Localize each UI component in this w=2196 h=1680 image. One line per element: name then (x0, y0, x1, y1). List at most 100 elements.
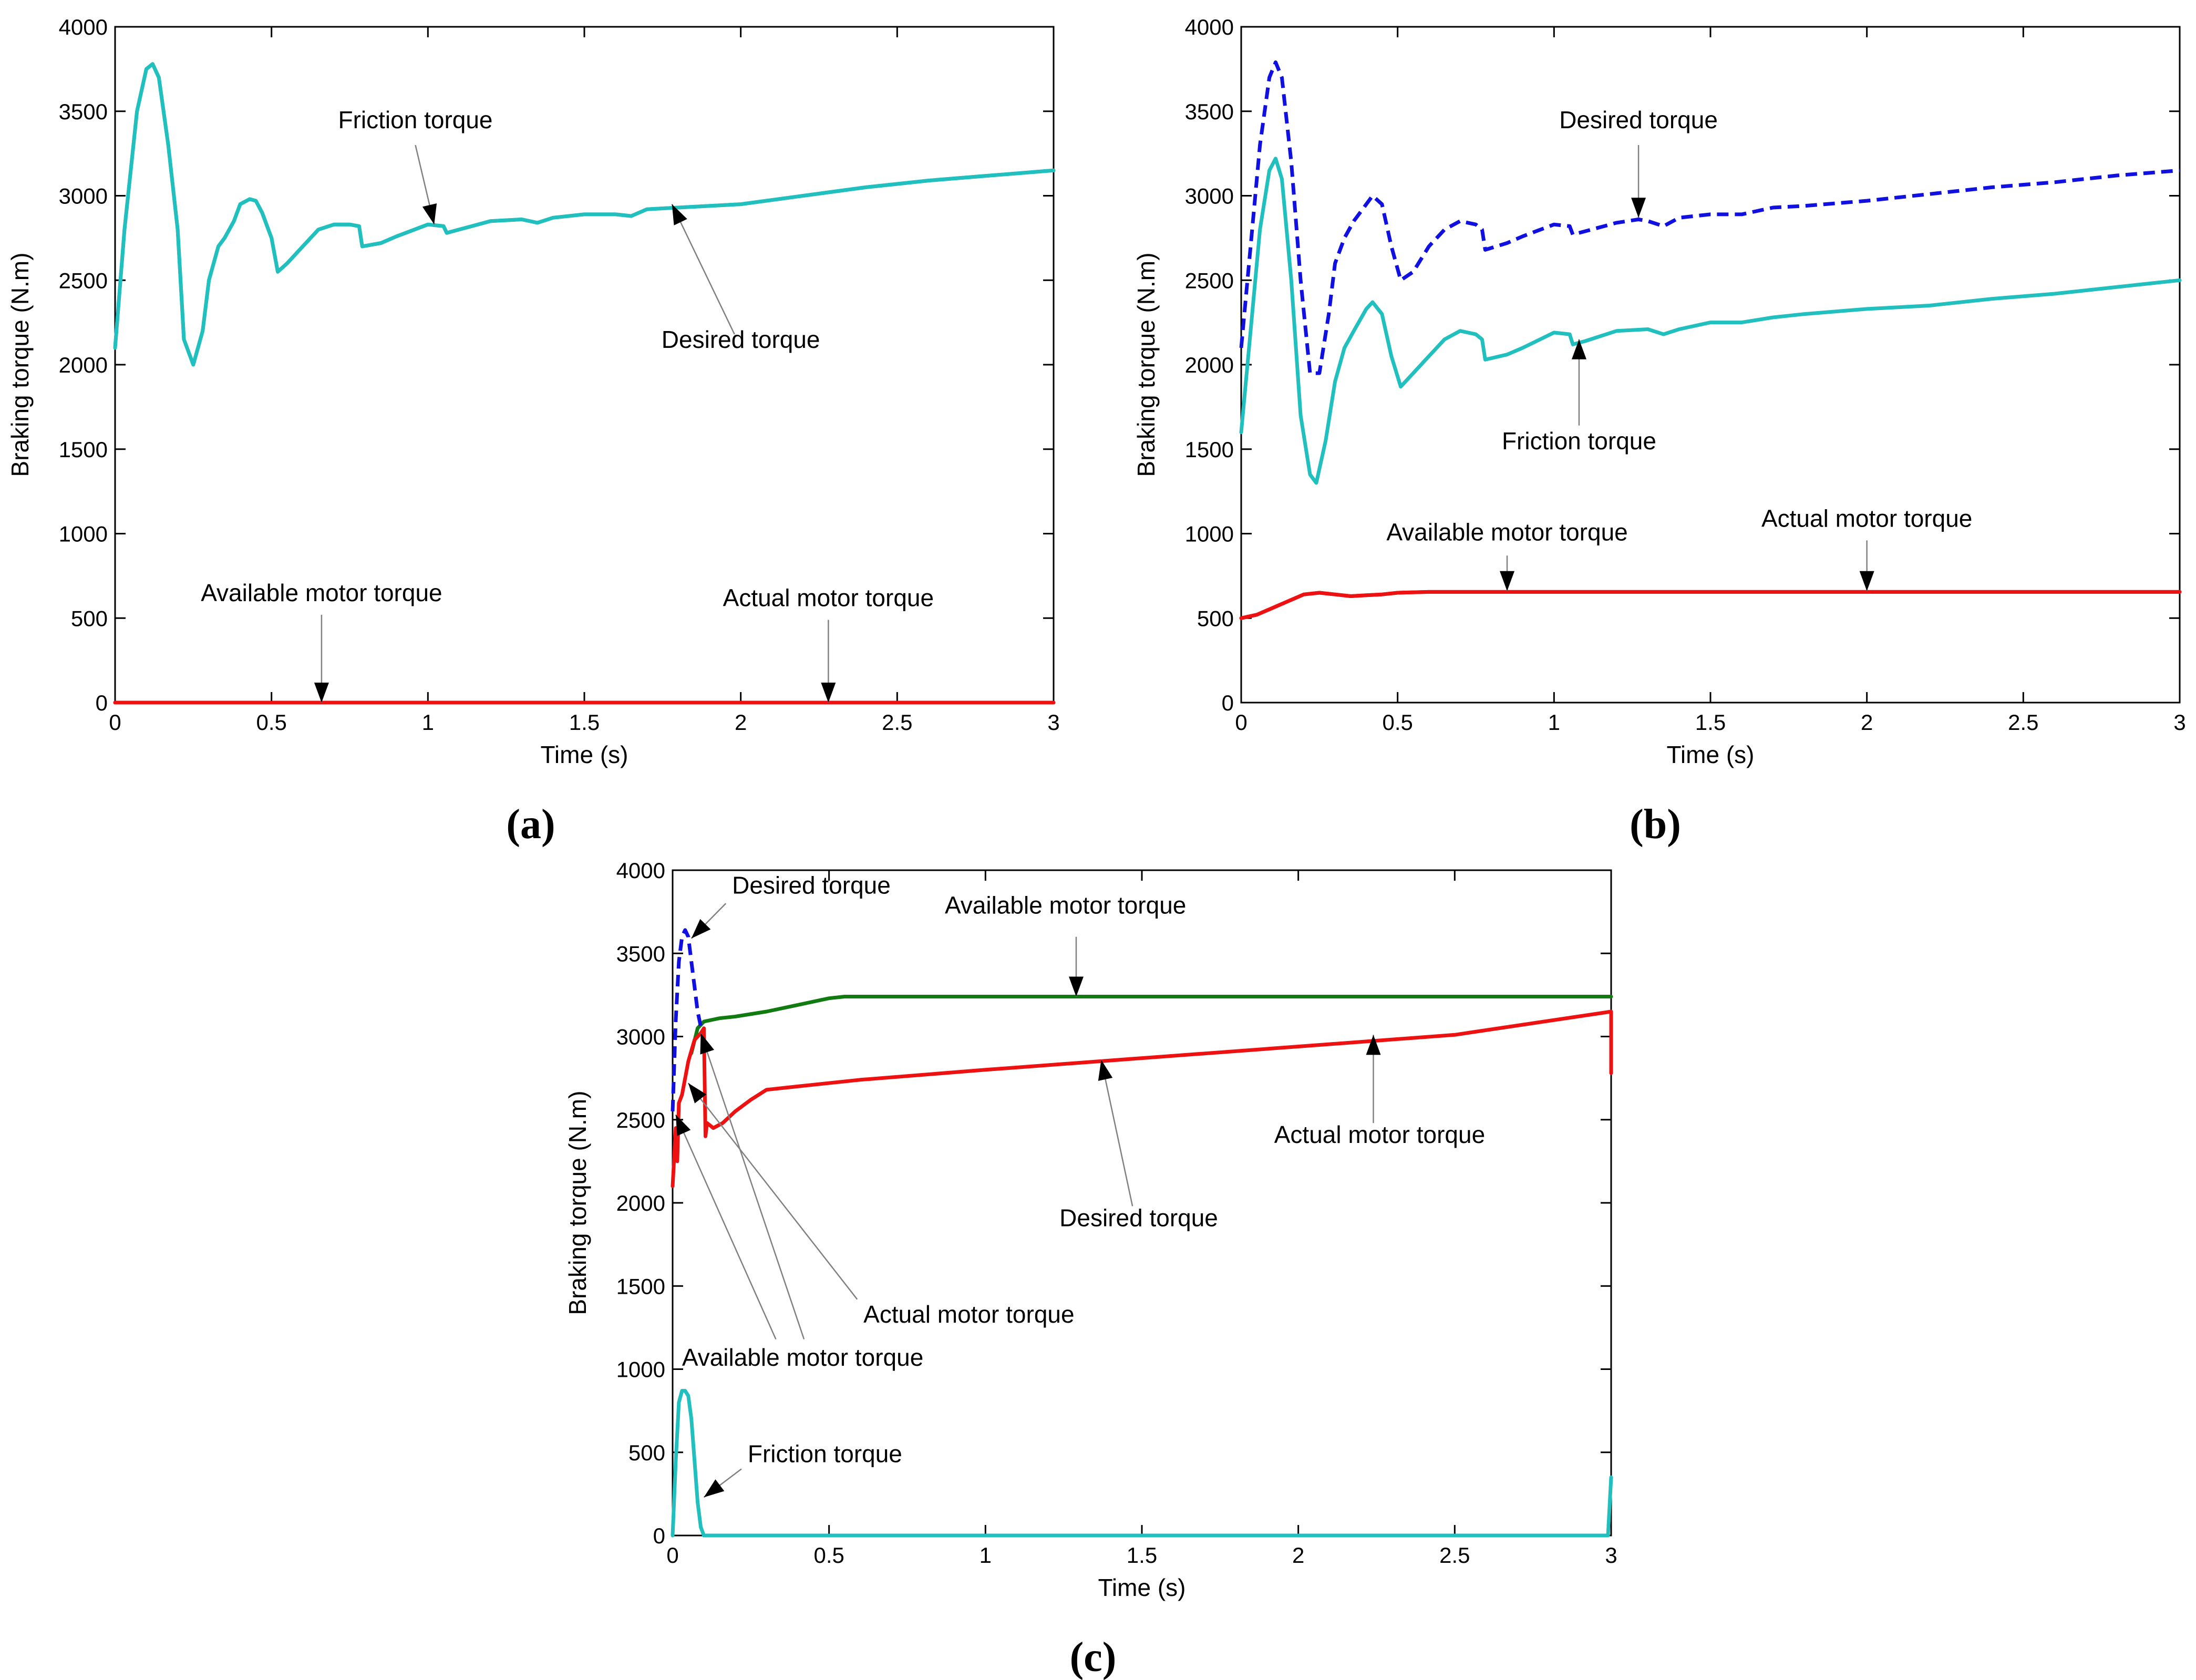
annotation-arrowhead (700, 1033, 714, 1055)
x-axis-label: Time (s) (1667, 741, 1755, 768)
annotation-leader (700, 1033, 805, 1339)
y-tick-label: 1000 (1185, 522, 1234, 547)
x-axis-label: Time (s) (541, 741, 628, 768)
series-line-friction-torque (113, 62, 1056, 367)
annotation-label: Available motor torque (682, 1344, 923, 1371)
panel-b: 0 0.5 1 1.5 2 2.5 3 0 500 1000 1500 2000 2500 3000 350… (1132, 15, 2186, 848)
y-tick-label: 3500 (1185, 99, 1234, 124)
y-tick-label: 2500 (59, 268, 108, 293)
panel-a: 0 0.5 1 1.5 2 2.5 3 0 500 1000 1500 2000 2500 3000 350… (6, 15, 1060, 848)
x-tick-label: 2.5 (1439, 1543, 1470, 1568)
annotation-arrowhead (821, 683, 836, 703)
y-tick-label: 1500 (616, 1274, 665, 1298)
y-tick-label: 0 (96, 690, 108, 715)
x-tick-label: 3 (1047, 710, 1059, 735)
annotation-label: Available motor torque (945, 891, 1186, 919)
panel-label: (c) (1070, 1634, 1117, 1680)
y-tick-label: 500 (1197, 606, 1234, 631)
annotation-arrowhead (704, 1479, 725, 1498)
annotation-arrowhead (1068, 976, 1084, 997)
annotation-label: Desired torque (662, 326, 820, 353)
x-tick-label: 1 (980, 1543, 992, 1568)
y-tick-label: 2000 (1185, 353, 1234, 377)
series-line-desired-torque (671, 928, 705, 1112)
annotation-arrowhead (1366, 1035, 1381, 1055)
annotation-label: Actual motor torque (723, 584, 934, 612)
annotation-arrowhead (422, 203, 437, 225)
x-tick-label: 1 (422, 710, 434, 735)
y-axis-label: Braking torque (N.m) (6, 253, 34, 477)
x-tick-label: 1 (1548, 710, 1560, 735)
x-tick-label: 3 (2173, 710, 2185, 735)
annotation-label: Desired torque (1559, 106, 1718, 133)
x-tick-label: 1.5 (569, 710, 600, 735)
y-tick-label: 1500 (1185, 437, 1234, 462)
y-tick-label: 4000 (1185, 15, 1234, 39)
y-tick-label: 2000 (59, 353, 108, 377)
x-tick-label: 3 (1605, 1543, 1617, 1568)
annotation-label: Friction torque (748, 1440, 902, 1468)
annotation-label: Actual motor torque (1274, 1121, 1485, 1148)
annotation-label: Desired torque (732, 871, 891, 899)
y-tick-label: 1000 (616, 1357, 665, 1382)
y-tick-label: 3000 (59, 184, 108, 209)
series-line-actual-motor-torque (1239, 590, 2182, 620)
x-axis-label: Time (s) (1098, 1574, 1186, 1601)
series-line-available-motor-torque (689, 995, 1613, 1055)
y-tick-label: 0 (653, 1523, 665, 1548)
panel-label: (b) (1630, 801, 1681, 848)
y-axis-label: Braking torque (N.m) (564, 1091, 591, 1315)
x-tick-label: 2 (1292, 1543, 1304, 1568)
annotation-arrowhead (688, 1083, 707, 1104)
plot-frame (672, 869, 1612, 1537)
annotation-arrowhead (672, 204, 687, 225)
y-tick-label: 1000 (59, 522, 108, 547)
x-tick-label: 0.5 (256, 710, 286, 735)
y-tick-label: 500 (71, 606, 108, 631)
annotation-arrowhead (314, 683, 329, 703)
y-tick-label: 500 (628, 1440, 665, 1465)
y-axis-label: Braking torque (N.m) (1132, 253, 1160, 477)
annotation-label: Actual motor torque (863, 1301, 1074, 1328)
y-tick-label: 2500 (1185, 268, 1234, 293)
x-tick-label: 0 (1235, 710, 1247, 735)
y-tick-label: 4000 (616, 858, 665, 883)
y-tick-label: 3000 (1185, 184, 1234, 209)
x-tick-label: 1.5 (1127, 1543, 1157, 1568)
annotation-arrowhead (1571, 339, 1586, 359)
y-tick-label: 3500 (616, 941, 665, 966)
annotation-label: Friction torque (1502, 427, 1656, 455)
series-line-friction-torque (671, 1389, 1613, 1538)
annotation-arrowhead (691, 919, 711, 939)
annotation-leader (687, 1083, 858, 1300)
x-tick-label: 0.5 (1382, 710, 1413, 735)
x-tick-label: 0.5 (813, 1543, 844, 1568)
y-tick-label: 2000 (616, 1191, 665, 1215)
annotation-label: Desired torque (1059, 1204, 1218, 1231)
series-line-actual-motor-torque (671, 1009, 1613, 1188)
x-tick-label: 2.5 (2008, 710, 2038, 735)
y-tick-label: 1500 (59, 437, 108, 462)
annotation-leader (675, 1114, 777, 1340)
annotation-label: Available motor torque (1386, 518, 1627, 545)
annotation-leader (1100, 1059, 1133, 1207)
annotation-label: Available motor torque (201, 579, 442, 606)
annotation-arrowhead (1859, 571, 1874, 591)
annotation-arrowhead (1631, 198, 1646, 218)
x-tick-label: 2.5 (882, 710, 912, 735)
annotation-arrowhead (1098, 1059, 1113, 1081)
annotation-arrowhead (675, 1115, 691, 1136)
x-tick-label: 2 (735, 710, 747, 735)
panel-c: 0 0.5 1 1.5 2 2.5 3 0 500 1000 1500 2000 2500 3000 350… (564, 858, 1617, 1680)
x-tick-label: 0 (666, 1543, 678, 1568)
y-tick-label: 0 (1222, 690, 1234, 715)
annotation-arrowhead (1500, 571, 1515, 591)
x-tick-label: 1.5 (1695, 710, 1726, 735)
x-tick-label: 2 (1861, 710, 1873, 735)
annotation-label: Friction torque (338, 106, 493, 133)
series-line-friction-torque (1239, 157, 2182, 485)
panel-label: (a) (506, 801, 555, 848)
annotation-label: Actual motor torque (1761, 505, 1972, 532)
y-tick-label: 4000 (59, 15, 108, 39)
